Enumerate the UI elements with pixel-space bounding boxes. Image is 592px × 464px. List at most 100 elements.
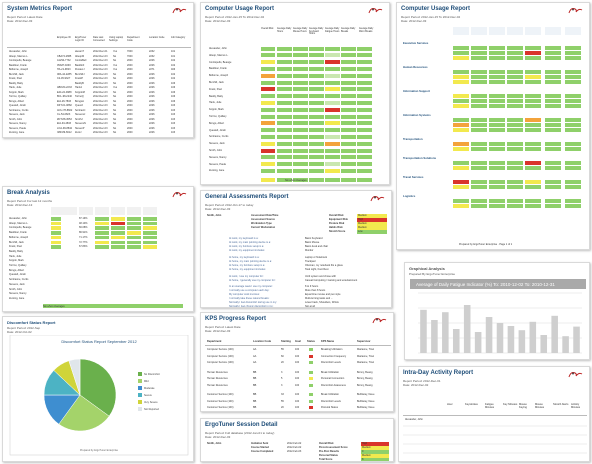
table-cell: 103 [171, 122, 176, 125]
table-cell: 2226 [149, 113, 155, 116]
metric-cell [357, 107, 372, 112]
fatigue-bar [431, 320, 438, 353]
table-cell: Torrino, Quillary [9, 95, 27, 98]
table-cell: 2000 [127, 113, 133, 116]
section-average-cell [525, 104, 541, 108]
section-average-cell [545, 166, 561, 170]
risk-cell [261, 114, 275, 119]
fatigue-bar [518, 330, 526, 353]
section-average-cell [507, 204, 523, 208]
table-cell: BurchillJ [75, 72, 85, 76]
metric-cell [357, 121, 372, 126]
metric-cell [489, 70, 505, 74]
column-header-block [453, 27, 469, 35]
section-average-cell [545, 80, 561, 84]
table-cell: HA-21-9823 [57, 68, 71, 71]
metric-cell [471, 199, 487, 203]
user-name: Koppin, Mark [209, 108, 224, 112]
column-header: Supervisor [357, 340, 371, 343]
table-cell: alexanT [75, 50, 84, 53]
section-average-cell [545, 204, 561, 208]
percent-value: 48.10% [79, 221, 88, 225]
metric-cell [565, 75, 581, 79]
section-average-cell [489, 80, 505, 84]
table-cell: DZT-01-0882 [57, 104, 72, 107]
user-name: Burchill, Jack [9, 240, 24, 244]
legend-swatch [138, 407, 142, 411]
fatigue-bar [573, 326, 580, 353]
risk-cell [261, 53, 275, 58]
section-average-cell [453, 104, 469, 108]
score-cell [361, 445, 389, 450]
percent-value: 67.83% [79, 245, 88, 249]
report-title: Computer Usage Report [401, 6, 471, 12]
metric-cell [489, 99, 505, 103]
user-name: Bollonne, Joseph [9, 235, 29, 239]
question-text: At work, my furniture setup is a: [229, 245, 265, 248]
percent-value: 86.91% [79, 231, 88, 235]
table-cell: A1294-7732 [57, 59, 71, 62]
metric-cell [341, 155, 356, 160]
section-average-cell [507, 56, 523, 60]
session-detail-report: ErgoTuner Session Detail Report Period: … [200, 418, 394, 462]
table-cell: 2012-Dec-03 [93, 59, 108, 62]
report-date: Date: 2012-Dec-03 [401, 19, 427, 23]
answer-text: Task Light, Foot Rest [305, 268, 329, 271]
metric-cell [127, 231, 141, 235]
metric-cell [309, 168, 324, 173]
discomfort-pie-chart: Discomfort Status Report September 2012 … [9, 335, 189, 456]
table-cell: 2000 [127, 126, 133, 130]
user-name: Frank, Paul [209, 87, 222, 91]
metric-cell [357, 134, 372, 139]
section-average-cell [489, 204, 505, 208]
metric-cell [545, 46, 561, 50]
table-cell: 2012-Dec-03 [93, 81, 108, 85]
metric-cell [309, 73, 324, 78]
table-cell: Discomfort Levels [321, 399, 341, 403]
intra-day-activity-report: Intra-Day Activity Report Report Period:… [398, 366, 590, 462]
section-average-cell [565, 80, 581, 84]
table-cell: BulDaray, Neue [357, 393, 375, 396]
user-name: Zeroing, Jane [209, 169, 225, 173]
metric-cell [489, 46, 505, 50]
discomfort-status-report: Discomfort Status Report Report Period: … [2, 316, 194, 462]
section-heading: Human Resources [403, 65, 428, 69]
metric-cell [489, 123, 505, 127]
section-heading: Transportation [403, 137, 423, 141]
metric-cell [507, 70, 523, 74]
table-cell: 2226 [149, 108, 155, 112]
user-name: Bollonne, Joseph [209, 74, 229, 78]
question-text: At home, my furniture setup is a: [229, 264, 265, 267]
table-cell: Computer Service (100) [207, 354, 234, 358]
metric-cell [95, 231, 109, 235]
risk-cell [261, 141, 275, 146]
table-cell: No [113, 95, 117, 98]
table-cell: 2232 [149, 54, 155, 58]
user-name: Questell, Jorah [209, 128, 226, 132]
percent-value: 66.08% [79, 226, 88, 230]
metric-cell [489, 142, 505, 146]
report-footer: Prepared by ErgoTuner Enterprise · Page … [459, 243, 513, 246]
table-cell: Customer Service (100) [207, 399, 234, 403]
metric-cell [489, 199, 505, 203]
risk-cell [261, 162, 275, 167]
section-average-cell [489, 56, 505, 60]
column-header-block [143, 207, 157, 215]
table-cell: FrankP [75, 77, 84, 80]
metric-cell [525, 75, 541, 79]
table-cell: 7000 [127, 54, 133, 58]
metric-cell [357, 100, 372, 105]
metric-cell [545, 51, 561, 55]
table-cell: 2226 [149, 72, 155, 76]
fatigue-bar [420, 309, 427, 353]
break-analysis-report: Break Analysis Report Period: For last 1… [2, 186, 194, 312]
metric-cell [357, 141, 372, 146]
first-row-name: Alexander, John [405, 418, 423, 421]
report-date: Date: 2012-Dec-03 [205, 329, 231, 333]
report-date: Date: 2012-Dec-03 [205, 435, 231, 439]
legend-swatch [138, 379, 142, 383]
user-name: Zeroing, Jane [9, 296, 25, 300]
column-header: Location Code [253, 340, 272, 343]
ergotuner-logo-icon [568, 8, 583, 14]
metric-cell [325, 66, 340, 71]
